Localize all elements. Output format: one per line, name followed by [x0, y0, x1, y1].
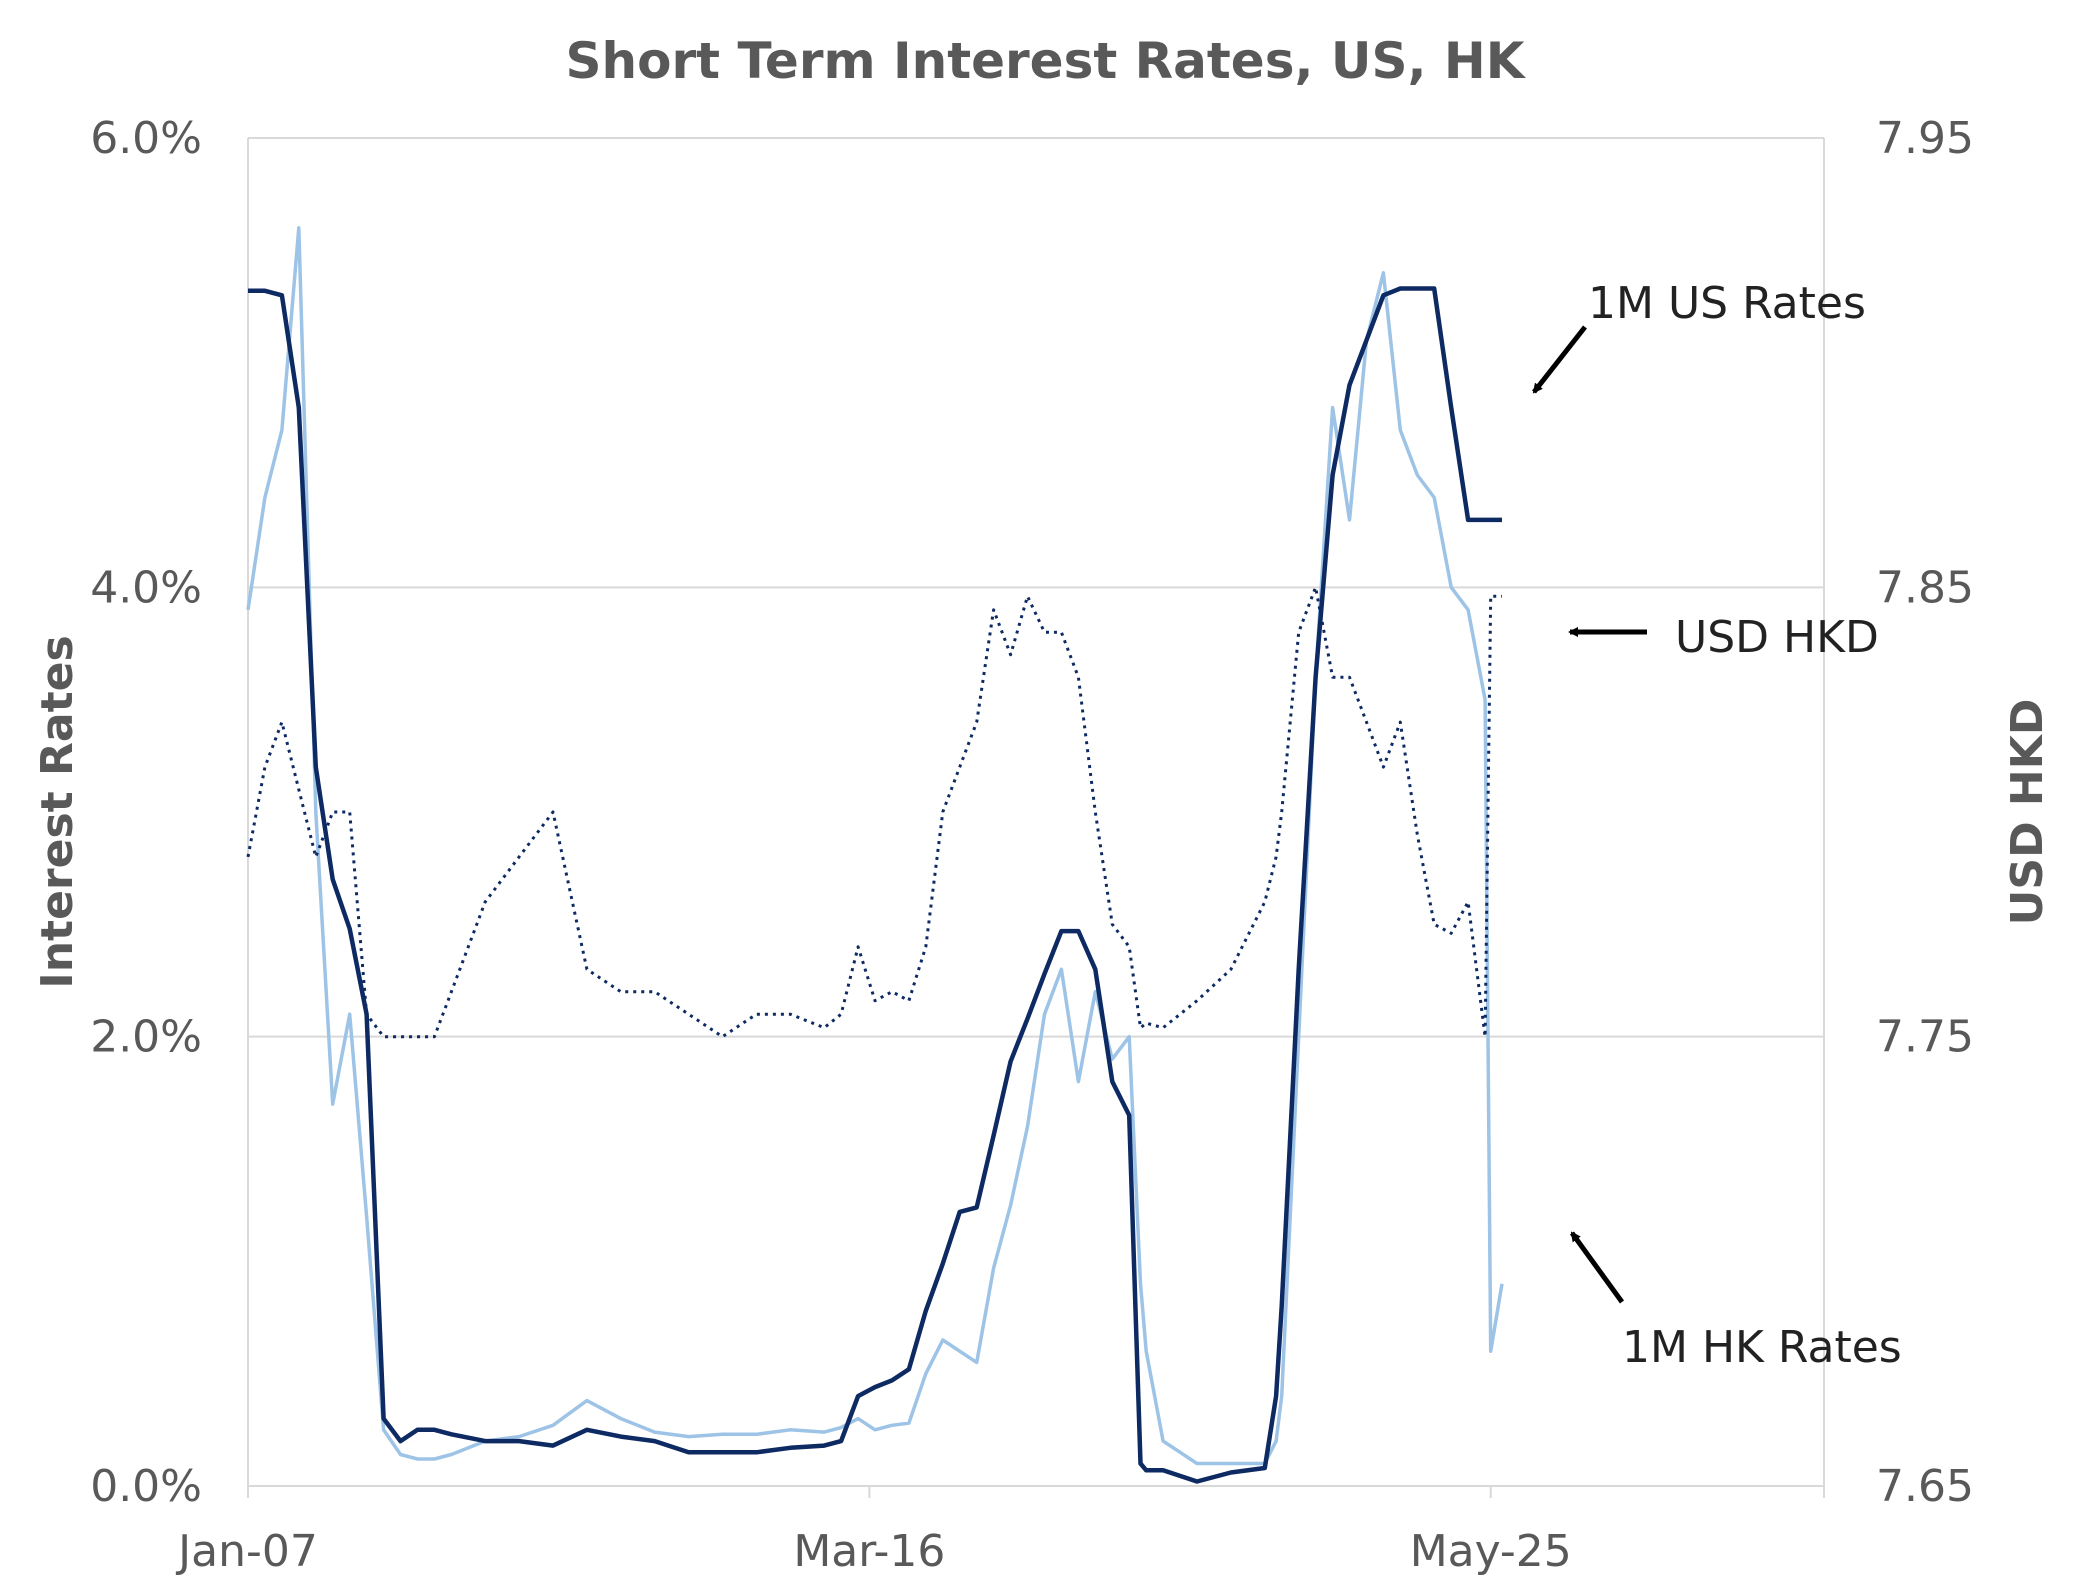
annotation-us-rates-arrow: [1532, 325, 1587, 394]
y2-axis-title: USD HKD: [2002, 699, 2053, 926]
y-tick-label: 2.0%: [90, 1012, 202, 1063]
y2-tick-label: 7.75: [1876, 1012, 1974, 1063]
annotation-usdhkd: USD HKD: [1675, 612, 1879, 663]
y-axis-ticks: 0.0% 2.0% 4.0% 6.0%: [90, 113, 202, 1512]
x-tick-label: Jan-07: [175, 1526, 318, 1577]
x-axis-ticks: Jan-07 Mar-16 May-25: [175, 1526, 1572, 1577]
series-us-rates: [248, 286, 1502, 1484]
annotation-hk-rates-arrow: [1569, 1231, 1625, 1304]
y-tick-label: 4.0%: [90, 562, 202, 613]
series-layer: [246, 226, 1504, 1484]
x-tick-label: Mar-16: [793, 1526, 945, 1577]
chart-title: Short Term Interest Rates, US, HK: [566, 32, 1527, 90]
axes: [247, 138, 1825, 1498]
annotations: 1M US Rates USD HKD 1M HK Rates: [1532, 278, 1902, 1373]
series-hk-rates: [246, 226, 1504, 1466]
x-tick-label: May-25: [1410, 1526, 1572, 1577]
y2-tick-label: 7.85: [1876, 562, 1974, 613]
annotation-us-rates: 1M US Rates: [1588, 278, 1866, 329]
y2-tick-label: 7.65: [1876, 1461, 1974, 1512]
y-tick-label: 0.0%: [90, 1461, 202, 1512]
y-axis-title: Interest Rates: [32, 635, 83, 988]
annotation-hk-rates: 1M HK Rates: [1622, 1322, 1902, 1373]
y2-axis-ticks: 7.65 7.75 7.85 7.95: [1876, 113, 1974, 1512]
y2-tick-label: 7.95: [1876, 113, 1974, 164]
y-tick-label: 6.0%: [90, 113, 202, 164]
series-usdhkd: [246, 585, 1502, 1039]
gridlines: [248, 137, 1824, 1038]
